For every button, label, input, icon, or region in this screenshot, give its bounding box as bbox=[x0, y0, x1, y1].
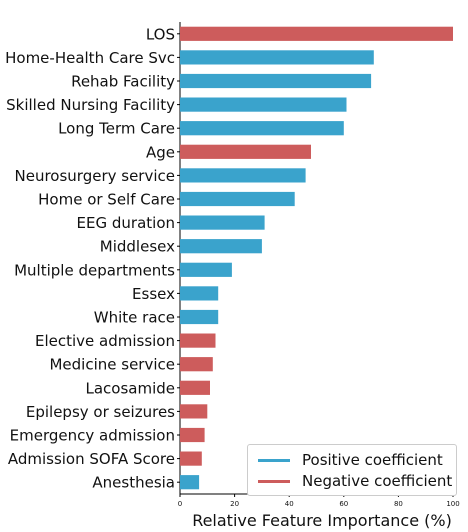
legend-item-positive: Positive coefficient bbox=[258, 451, 443, 469]
bar bbox=[180, 73, 372, 89]
x-tick-label: 60 bbox=[339, 500, 348, 508]
legend: Positive coefficient Negative coefficien… bbox=[247, 444, 457, 496]
bar bbox=[180, 357, 213, 372]
y-tick-label: White race bbox=[94, 309, 175, 327]
y-tick-label: Middlesex bbox=[100, 238, 175, 256]
bar bbox=[180, 97, 347, 112]
bar bbox=[180, 404, 208, 419]
bar bbox=[180, 168, 306, 183]
y-tick-label: LOS bbox=[146, 25, 175, 43]
bar bbox=[180, 333, 216, 348]
y-tick-label: Lacosamide bbox=[85, 379, 175, 397]
y-tick-label: Anesthesia bbox=[92, 474, 175, 492]
bar bbox=[180, 380, 210, 395]
x-tick-label: 20 bbox=[230, 500, 239, 508]
y-tick-label: Home-Health Care Svc bbox=[5, 49, 175, 67]
y-tick-label: Age bbox=[146, 143, 175, 161]
axes-frame bbox=[179, 22, 453, 495]
y-tick-label: Rehab Facility bbox=[71, 73, 175, 91]
x-tick-label: 80 bbox=[394, 500, 403, 508]
bar bbox=[180, 215, 265, 230]
x-ticks: 0 20 40 60 80 100 bbox=[178, 494, 460, 508]
y-tick-label: Long Term Care bbox=[58, 120, 175, 138]
bar bbox=[180, 475, 200, 490]
legend-swatch-negative bbox=[258, 479, 290, 483]
legend-label-positive: Positive coefficient bbox=[302, 451, 443, 469]
y-tick-label: Epilepsy or seizures bbox=[26, 403, 175, 421]
bar bbox=[180, 144, 311, 159]
bar bbox=[180, 26, 453, 41]
bar bbox=[180, 451, 202, 466]
legend-label-negative: Negative coefficient bbox=[302, 472, 453, 490]
bar bbox=[180, 239, 262, 254]
legend-item-negative: Negative coefficient bbox=[258, 472, 452, 490]
bar bbox=[180, 427, 205, 443]
x-tick-label: 40 bbox=[285, 500, 294, 508]
y-tick-label: Emergency admission bbox=[10, 427, 175, 445]
bar bbox=[180, 50, 374, 65]
bar bbox=[180, 286, 219, 301]
y-tick-label: Essex bbox=[132, 285, 175, 303]
y-tick-labels: LOS Home-Health Care Svc Rehab Facility Ski… bbox=[5, 25, 180, 492]
x-axis-label: Relative Feature Importance (%) bbox=[192, 511, 452, 530]
x-tick-label: 100 bbox=[446, 500, 459, 508]
y-tick-label: Home or Self Care bbox=[38, 191, 175, 209]
bar bbox=[180, 121, 344, 136]
y-tick-label: Multiple departments bbox=[14, 261, 175, 279]
bar bbox=[180, 309, 219, 325]
legend-swatch-positive bbox=[258, 458, 290, 462]
bar bbox=[180, 262, 232, 277]
bar bbox=[180, 191, 295, 207]
y-tick-label: Neurosurgery service bbox=[15, 167, 176, 185]
x-tick-label: 0 bbox=[178, 500, 182, 508]
y-tick-label: EEG duration bbox=[77, 214, 175, 232]
y-tick-label: Skilled Nursing Facility bbox=[6, 96, 175, 114]
y-tick-label: Elective admission bbox=[35, 332, 175, 350]
y-tick-label: Admission SOFA Score bbox=[8, 450, 175, 468]
y-tick-label: Medicine service bbox=[49, 356, 175, 374]
bars-group bbox=[180, 26, 453, 490]
